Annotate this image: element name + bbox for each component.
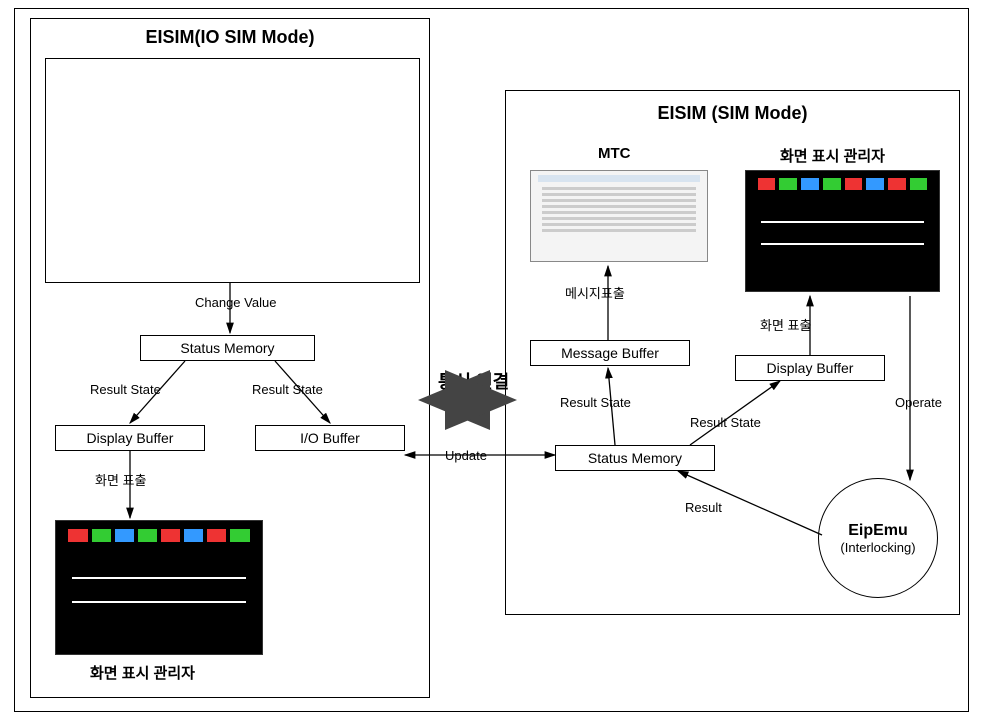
- left-screen-output: 화면 표출: [95, 470, 146, 489]
- left-status-memory: Status Memory: [140, 335, 315, 361]
- right-display-buffer-box: Display Buffer: [735, 355, 885, 381]
- msg-output-label: 메시지표출: [565, 283, 625, 302]
- right-panel-title: EISIM (SIM Mode): [506, 103, 959, 124]
- right-display-thumbnail: [745, 170, 940, 292]
- mtc-label: MTC: [598, 145, 631, 162]
- message-buffer-box: Message Buffer: [530, 340, 690, 366]
- result-label: Result: [685, 500, 722, 515]
- eipemu-name: EipEmu: [848, 522, 908, 540]
- right-result-state-r: Result State: [690, 415, 761, 430]
- mtc-thumbnail: [530, 170, 708, 262]
- left-result-state-r: Result State: [252, 382, 323, 397]
- eipemu-circle: EipEmu (Interlocking): [818, 478, 938, 598]
- right-result-state-l: Result State: [560, 395, 631, 410]
- operate-label: Operate: [895, 395, 942, 410]
- left-io-buffer: I/O Buffer: [255, 425, 405, 451]
- left-panel-title: EISIM(IO SIM Mode): [31, 27, 429, 48]
- left-display-buffer: Display Buffer: [55, 425, 205, 451]
- update-label: Update: [445, 448, 487, 463]
- left-display-thumbnail: [55, 520, 263, 655]
- right-display-mgr-label: 화면 표시 관리자: [780, 145, 885, 166]
- right-screen-output-label: 화면 표출: [760, 315, 811, 334]
- left-display-mgr-label: 화면 표시 관리자: [90, 662, 195, 683]
- left-result-state-l: Result State: [90, 382, 161, 397]
- viewmem-wrapper: [45, 58, 420, 283]
- right-status-memory-box: Status Memory: [555, 445, 715, 471]
- change-value-label: Change Value: [195, 295, 276, 310]
- comm-link-label: 통신 연결: [438, 368, 509, 394]
- eipemu-sub: (Interlocking): [840, 540, 915, 555]
